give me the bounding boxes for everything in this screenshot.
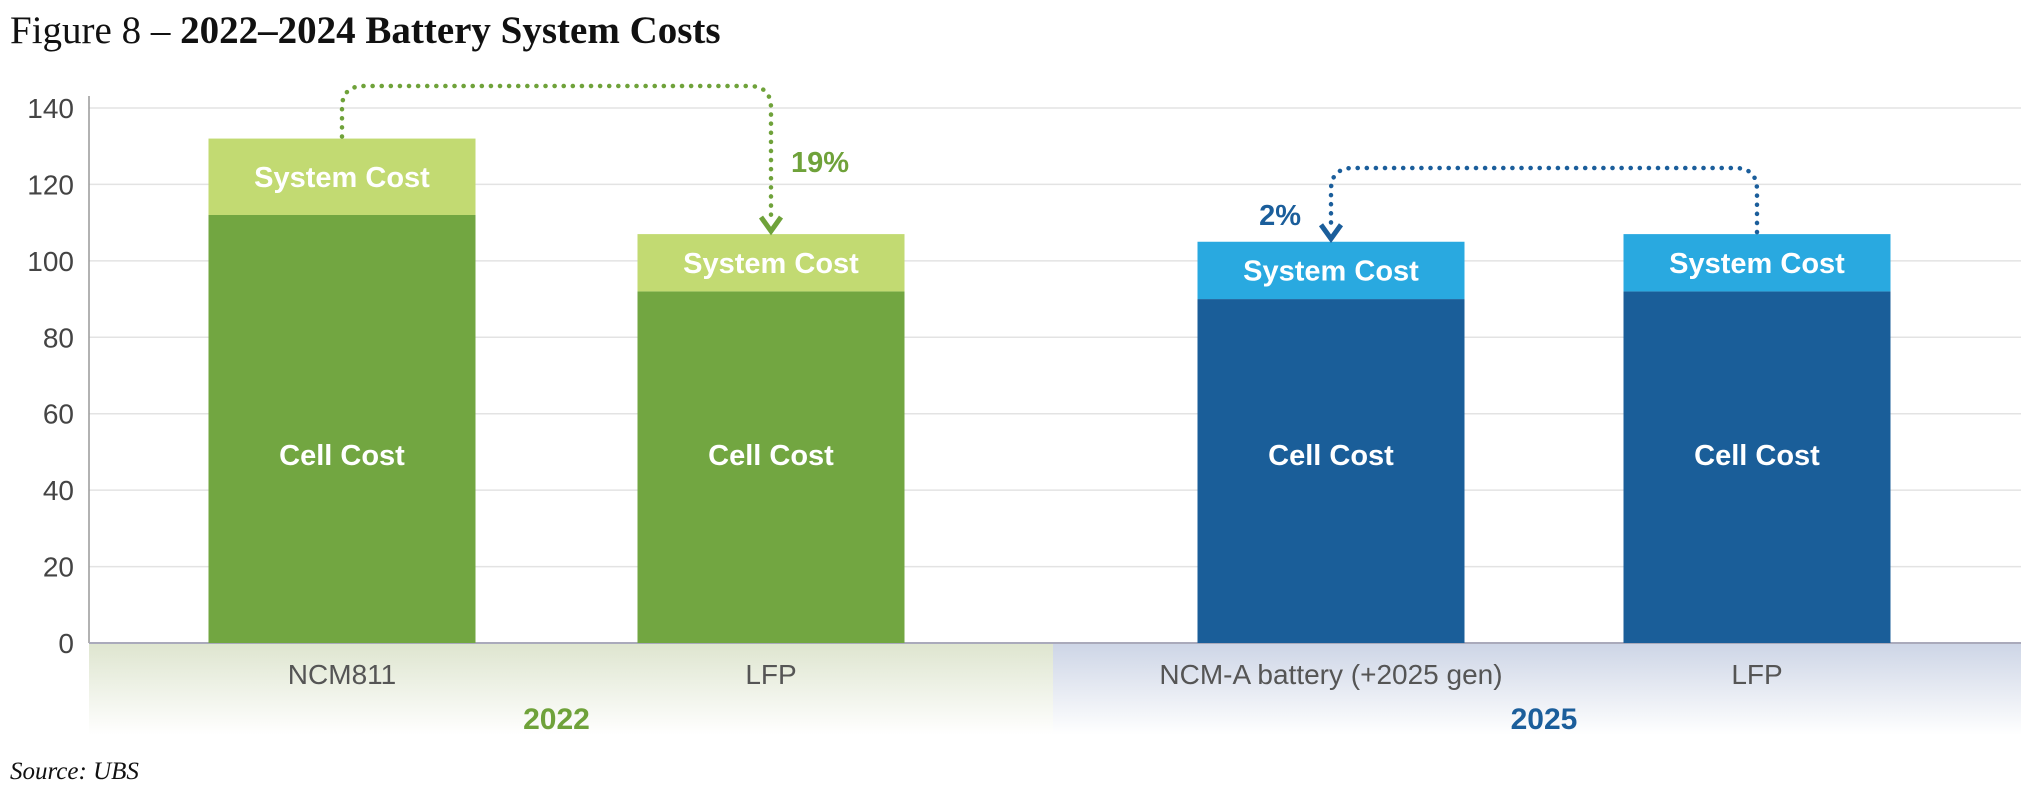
figure-title-main: 2022–2024 Battery System Costs (180, 9, 721, 52)
x-category-label: LFP (745, 659, 796, 690)
bar-system-cost (637, 234, 905, 292)
y-tick-label: 20 (43, 552, 74, 583)
bar-label-system-cost: System Cost (1243, 255, 1419, 287)
dotted-arrow-blue (1328, 165, 1760, 235)
y-tick-label: 40 (43, 475, 74, 506)
arrowhead-icon (1318, 223, 1344, 244)
x-category-label: NCM811 (288, 659, 396, 690)
y-tick-label: 60 (43, 399, 74, 430)
bar-cell-cost (637, 291, 905, 643)
bar-label-system-cost: System Cost (254, 162, 430, 194)
y-tick-label: 120 (27, 169, 74, 200)
x-category-label: NCM-A battery (+2025 gen) (1159, 659, 1502, 690)
annotation-label: 19% (791, 147, 849, 179)
group-band-2025 (1053, 643, 2021, 735)
bar-system-cost (1623, 234, 1891, 292)
source-note: Source: UBS (10, 758, 139, 785)
annotation-label: 2% (1259, 200, 1301, 232)
x-category-label: LFP (1731, 659, 1782, 690)
bar-label-system-cost: System Cost (683, 248, 859, 280)
group-band-2022 (89, 643, 1053, 735)
bar-cell-cost (1623, 291, 1891, 643)
bar-system-cost (208, 138, 476, 215)
arrowhead-icon (758, 215, 784, 236)
group-label-2025: 2025 (1511, 703, 1578, 736)
y-tick-label: 0 (58, 628, 74, 659)
group-label-2022: 2022 (523, 703, 590, 736)
figure-title-prefix: Figure 8 – (10, 9, 181, 52)
y-tick-label: 80 (43, 322, 74, 353)
bar-label-cell-cost: Cell Cost (708, 440, 834, 472)
y-tick-label: 100 (27, 246, 74, 277)
bar-system-cost (1197, 241, 1465, 300)
bar-cell-cost (208, 215, 476, 643)
dotted-arrow-green (339, 83, 774, 226)
y-tick-label: 140 (27, 93, 74, 124)
bar-label-cell-cost: Cell Cost (1268, 440, 1394, 472)
bar-label-cell-cost: Cell Cost (279, 440, 405, 472)
bar-label-cell-cost: Cell Cost (1694, 440, 1820, 472)
bar-label-system-cost: System Cost (1669, 248, 1845, 280)
figure-title: Figure 8 – 2022–2024 Battery System Cost… (10, 8, 721, 53)
bar-cell-cost (1197, 299, 1465, 643)
